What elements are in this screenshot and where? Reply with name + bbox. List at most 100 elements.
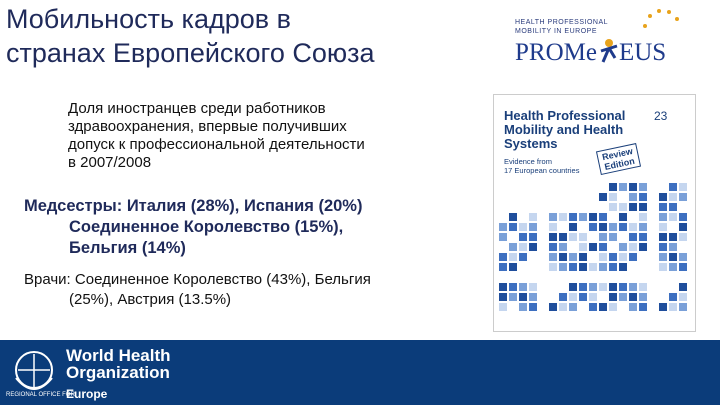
cover-square (639, 243, 647, 251)
cover-square (589, 283, 597, 291)
cover-square (569, 253, 577, 261)
cover-square (619, 223, 627, 231)
cover-square (529, 233, 537, 241)
cover-square (499, 233, 507, 241)
cover-square (639, 283, 647, 291)
cover-square (599, 253, 607, 261)
cover-square (629, 183, 637, 191)
cover-square (549, 223, 557, 231)
text-line: допуск к профессиональной деятельности (68, 136, 365, 153)
cover-square (609, 303, 617, 311)
cover-square (569, 223, 577, 231)
region: Europe (66, 387, 108, 401)
logo-text: EUS (618, 39, 667, 66)
title-line: странах Европейского Союза (6, 38, 375, 68)
cover-square (569, 233, 577, 241)
cover-square (509, 243, 517, 251)
logo-text: PROMe (515, 39, 597, 66)
doctors: Врачи: Соединенное Королевство (43%), Бе… (24, 270, 371, 310)
cover-square (639, 303, 647, 311)
cover-square (559, 233, 567, 241)
cover-square (629, 293, 637, 301)
cover-square (669, 203, 677, 211)
cover-square (559, 293, 567, 301)
cover-square (629, 253, 637, 261)
cover-square (589, 223, 597, 231)
cover-square (599, 263, 607, 271)
cover-square (659, 253, 667, 261)
cover-square (599, 283, 607, 291)
cover-square (619, 283, 627, 291)
cover-square (669, 263, 677, 271)
office: REGIONAL OFFICE FOR (6, 392, 75, 398)
cover-square (659, 263, 667, 271)
cover-square (519, 243, 527, 251)
cover-square (599, 233, 607, 241)
cover-square (559, 263, 567, 271)
cover-square (609, 293, 617, 301)
cover-square (639, 213, 647, 221)
cover-square (579, 283, 587, 291)
cover-square (659, 233, 667, 241)
cover-square (589, 303, 597, 311)
book-title: Systems (504, 136, 558, 151)
cover-square (499, 283, 507, 291)
cover-square (569, 263, 577, 271)
cover-pattern (499, 183, 687, 311)
cover-square (679, 283, 687, 291)
cover-square (509, 283, 517, 291)
cover-square (629, 193, 637, 201)
title-line: Мобильность кадров в (6, 4, 291, 34)
logo: HEALTH PROFESSIONAL MOBILITY IN EUROPE P… (515, 9, 705, 80)
cover-square (519, 253, 527, 261)
cover-square (609, 203, 617, 211)
cover-square (559, 243, 567, 251)
cover-square (609, 233, 617, 241)
text-line: Доля иностранцев среди работников (68, 100, 326, 117)
cover-square (619, 213, 627, 221)
cover-square (529, 283, 537, 291)
cover-square (619, 293, 627, 301)
cover-square (629, 203, 637, 211)
cover-square (589, 243, 597, 251)
cover-square (519, 283, 527, 291)
logo-stars (643, 9, 679, 28)
cover-square (669, 213, 677, 221)
cover-square (669, 243, 677, 251)
cover-square (619, 263, 627, 271)
book-title: Mobility and Health (504, 122, 624, 137)
text-line: Соединенное Королевство (15%), (69, 218, 344, 236)
cover-square (549, 263, 557, 271)
book-subtitle: 17 European countries (504, 166, 580, 175)
cover-square (559, 213, 567, 221)
text-line: здравоохранения, впервые получивших (68, 118, 347, 135)
cover-square (569, 303, 577, 311)
cover-square (609, 223, 617, 231)
cover-square (639, 183, 647, 191)
cover-square (619, 253, 627, 261)
cover-square (629, 243, 637, 251)
cover-square (659, 193, 667, 201)
cover-square (499, 253, 507, 261)
cover-square (669, 183, 677, 191)
cover-square (519, 303, 527, 311)
text-line: Врачи: Соединенное Королевство (43%), Бе… (24, 271, 371, 288)
cover-square (669, 233, 677, 241)
cover-square (579, 293, 587, 301)
cover-square (599, 193, 607, 201)
cover-square (579, 243, 587, 251)
cover-square (549, 233, 557, 241)
cover-square (549, 303, 557, 311)
cover-square (659, 223, 667, 231)
cover-square (619, 243, 627, 251)
cover-square (499, 303, 507, 311)
cover-square (549, 253, 557, 261)
org-name: Organization (66, 363, 170, 382)
cover-square (609, 283, 617, 291)
cover-square (639, 293, 647, 301)
cover-square (529, 243, 537, 251)
book-cover: Health Professional Mobility and Health … (493, 94, 696, 332)
logo-figure (600, 39, 618, 63)
cover-square (679, 223, 687, 231)
cover-square (629, 283, 637, 291)
